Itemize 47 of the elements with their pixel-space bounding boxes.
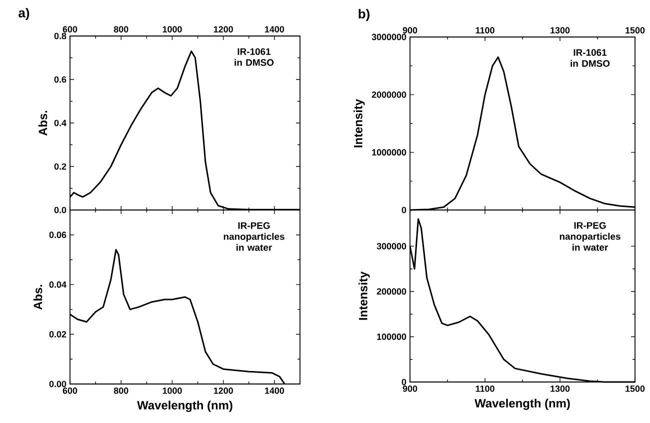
y-tick-label: 1000000 bbox=[372, 149, 406, 156]
x-tick-label: 1200 bbox=[214, 388, 233, 394]
y-axis-title: Intensity bbox=[358, 271, 370, 320]
x-tick-label: 1000 bbox=[162, 26, 182, 32]
chart-title: b) bbox=[358, 8, 370, 22]
y-axis-title: Abs. bbox=[38, 110, 48, 136]
y-tick-label: 200000 bbox=[376, 288, 406, 295]
x-tick-label: 1000 bbox=[162, 388, 182, 394]
x-tick-label: 600 bbox=[62, 388, 78, 394]
x-tick-label: 600 bbox=[62, 26, 78, 32]
y-tick-label: 0.8 bbox=[54, 32, 66, 40]
x-axis-title: Wavelength (nm) bbox=[137, 400, 232, 412]
y-tick-label: 300000 bbox=[376, 243, 406, 250]
y-tick-label: 0.00 bbox=[49, 380, 66, 388]
x-tick-label: 900 bbox=[402, 27, 418, 34]
y-tick-label: 0.6 bbox=[54, 76, 66, 83]
x-tick-label: 1400 bbox=[265, 388, 284, 394]
x-tick-label: 1500 bbox=[626, 386, 645, 392]
x-tick-label: 1100 bbox=[476, 27, 494, 34]
x-tick-label: 1400 bbox=[265, 26, 284, 32]
x-tick-label: 1300 bbox=[550, 27, 570, 34]
y-tick-label: 100000 bbox=[377, 334, 406, 340]
x-tick-label: 900 bbox=[402, 386, 418, 392]
y-axis-title: Intensity bbox=[354, 98, 365, 148]
y-tick-label: 0.06 bbox=[49, 232, 66, 238]
y-axis-title: Abs. bbox=[33, 284, 42, 310]
y-tick-label: 0 bbox=[402, 378, 406, 386]
y-tick-label: 3000000 bbox=[372, 34, 406, 40]
x-tick-label: 800 bbox=[114, 26, 128, 32]
x-tick-label: 800 bbox=[114, 388, 128, 394]
y-tick-label: 2000000 bbox=[372, 91, 406, 98]
x-tick-label: 1200 bbox=[214, 26, 233, 32]
x-axis-title: Wavelength (nm) bbox=[474, 398, 570, 410]
y-tick-label: 0.04 bbox=[49, 281, 66, 288]
y-tick-label: 0.2 bbox=[54, 163, 66, 170]
chart-title: a) bbox=[18, 8, 30, 20]
y-tick-label: 0.0 bbox=[54, 206, 66, 214]
y-tick-label: 0.4 bbox=[54, 120, 66, 126]
x-tick-label: 1100 bbox=[476, 386, 494, 392]
annotation: IR-1061 in DMSO bbox=[234, 48, 274, 66]
y-tick-label: 0 bbox=[402, 206, 406, 214]
y-tick-label: 0.02 bbox=[49, 331, 66, 338]
x-tick-label: 1500 bbox=[626, 27, 645, 34]
x-tick-label: 1300 bbox=[550, 386, 570, 392]
annotation: IR-PEG nanoparticles in water bbox=[560, 222, 620, 251]
annotation: IR-PEG nanoparticles in water bbox=[224, 222, 284, 251]
annotation: IR-1061 in DMSO bbox=[570, 49, 610, 67]
